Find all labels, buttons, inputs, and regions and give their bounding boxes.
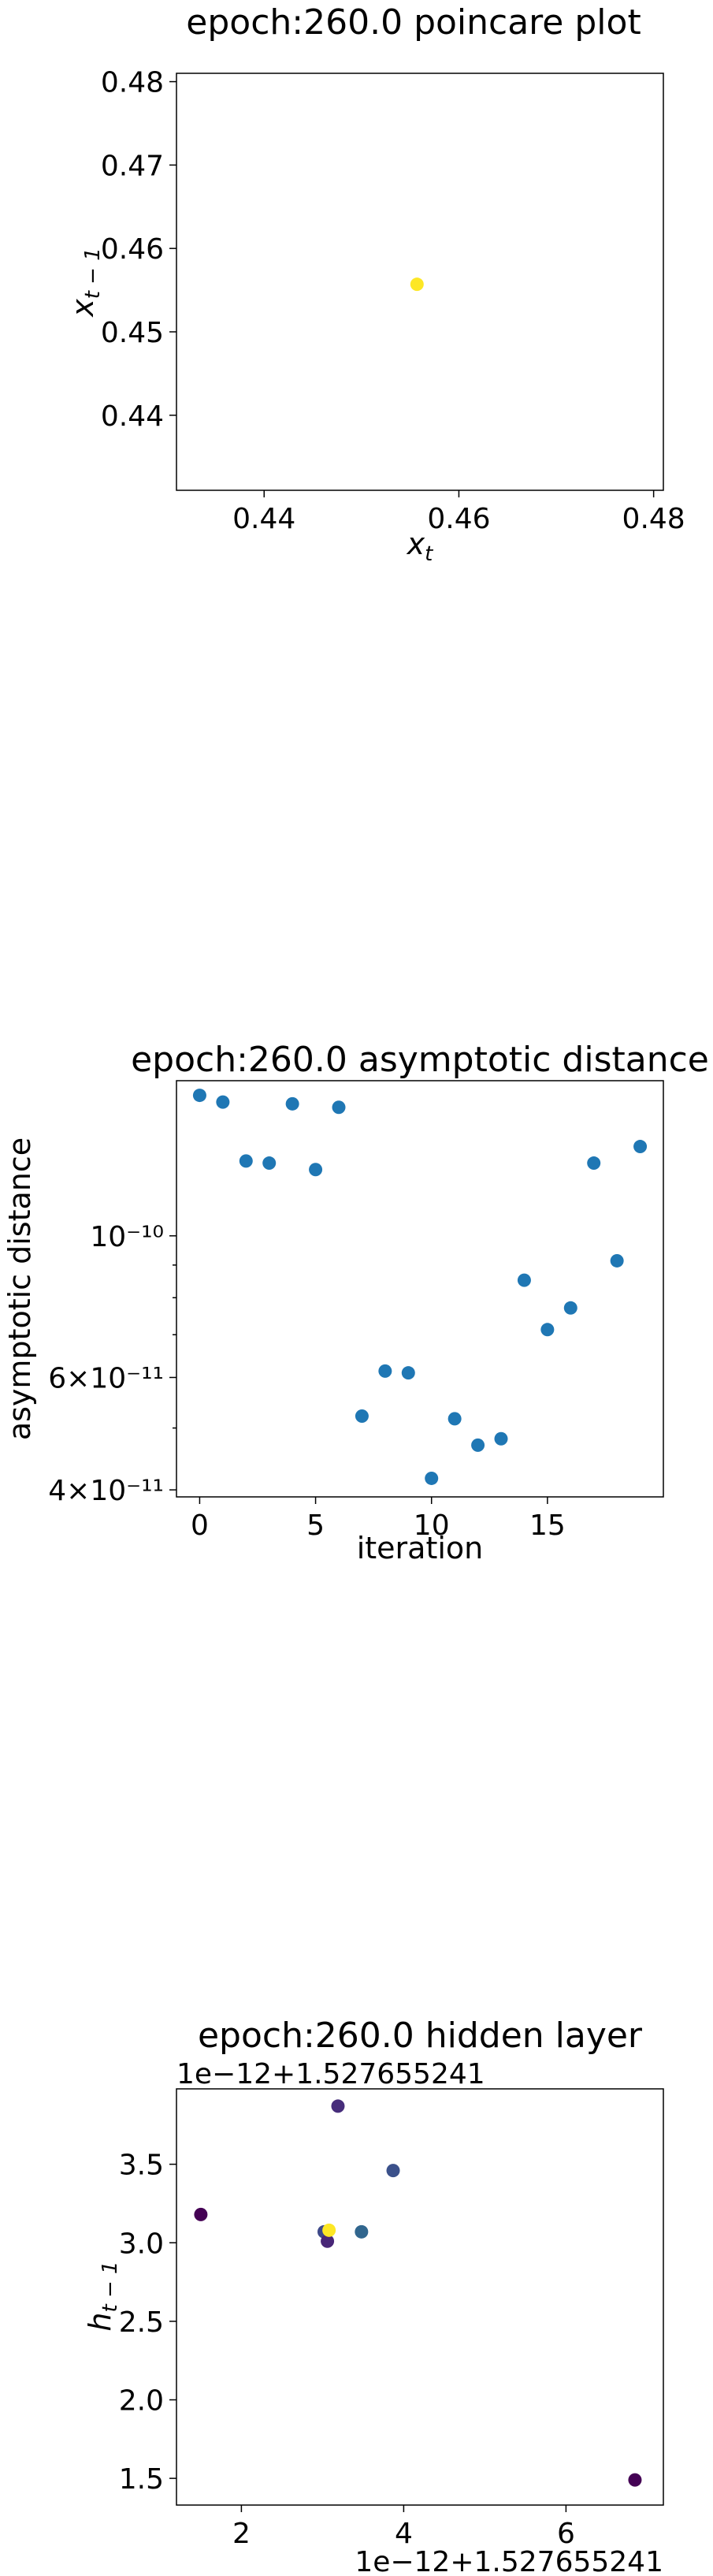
hidden-layer-title: epoch:260.0 hidden layer	[198, 2016, 643, 2056]
data-point	[331, 2099, 345, 2113]
x-tick-label: 0.46	[427, 503, 490, 535]
data-point	[322, 2223, 336, 2237]
x-tick-label: 0.44	[232, 503, 295, 535]
data-point	[355, 2224, 369, 2239]
data-point	[355, 1409, 369, 1423]
poincare-points	[410, 277, 424, 292]
y-tick-label: 3.0	[119, 2228, 164, 2260]
asymptotic-distance-chart: epoch:260.0 asymptotic distance 0 5 10 15 4…	[2, 1040, 709, 1565]
data-point	[633, 1140, 648, 1154]
data-point	[262, 1156, 277, 1171]
data-point	[321, 2234, 335, 2248]
y-tick-label: 4×10⁻¹¹	[48, 1475, 164, 1507]
asymptotic-plot-frame	[176, 1080, 664, 1498]
y-tick-label: 10⁻¹⁰	[90, 1221, 164, 1253]
data-point	[332, 1100, 346, 1115]
data-point	[471, 1438, 485, 1452]
data-point	[447, 1412, 462, 1426]
hidden-layer-chart: epoch:260.0 hidden layer 1e−12+1.5276552…	[83, 2016, 664, 2576]
data-point	[563, 1301, 577, 1315]
y-tick-label: 1.5	[119, 2463, 164, 2496]
x-tick-label: 6	[557, 2518, 575, 2550]
y-tick-label: 2.0	[119, 2385, 164, 2418]
data-point	[194, 2207, 208, 2221]
x-tick-label: 5	[306, 1509, 325, 1542]
poincare-y-ticks: 0.44 0.45 0.46 0.47 0.48	[101, 67, 176, 433]
y-tick-label: 0.45	[101, 317, 164, 349]
data-point	[401, 1366, 415, 1380]
data-point	[192, 1089, 206, 1103]
x-tick-label: 0.48	[622, 503, 685, 535]
asymptotic-x-axis-label: iteration	[357, 1531, 484, 1565]
hidden-layer-points	[194, 2099, 642, 2487]
data-point	[540, 1323, 555, 1337]
hidden-layer-y-axis-label: ht − 1	[83, 2261, 122, 2331]
poincare-x-ticks: 0.44 0.46 0.48	[232, 490, 685, 535]
asymptotic-y-axis-label: asymptotic distance	[2, 1137, 37, 1440]
y-tick-label: 3.5	[119, 2150, 164, 2182]
poincare-x-axis-label: xt	[407, 527, 434, 566]
poincare-chart: epoch:260.0 poincare plot 0.44 0.46 0.48 0…	[65, 2, 685, 566]
hidden-layer-x-offset-text: 1e−12+1.527655241	[355, 2546, 663, 2576]
y-tick-label: 0.46	[101, 233, 164, 266]
poincare-y-axis-label: xt − 1	[65, 248, 105, 318]
asymptotic-x-ticks: 0 5 10 15	[191, 1497, 566, 1542]
data-point	[494, 1431, 508, 1446]
data-point	[285, 1096, 299, 1111]
y-tick-label: 2.5	[119, 2306, 164, 2339]
y-tick-label: 0.44	[101, 400, 164, 433]
data-point	[410, 277, 424, 292]
hidden-layer-plot-frame	[176, 2088, 664, 2506]
data-point	[587, 1156, 601, 1171]
y-tick-label: 0.47	[101, 150, 164, 182]
x-tick-label: 4	[395, 2518, 413, 2550]
poincare-title: epoch:260.0 poincare plot	[186, 2, 641, 43]
asymptotic-y-ticks: 4×10⁻¹¹ 6×10⁻¹¹ 10⁻¹⁰	[48, 1221, 176, 1507]
x-tick-label: 0	[191, 1509, 209, 1542]
data-point	[386, 2164, 400, 2178]
data-point	[425, 1471, 439, 1485]
data-point	[239, 1154, 253, 1168]
x-tick-label: 10	[414, 1509, 450, 1542]
data-point	[628, 2473, 642, 2487]
y-tick-label: 0.48	[101, 67, 164, 99]
data-point	[517, 1273, 531, 1287]
x-tick-label: 15	[529, 1509, 566, 1542]
data-point	[216, 1095, 230, 1109]
y-tick-label: 6×10⁻¹¹	[48, 1362, 164, 1394]
hidden-layer-x-ticks: 2 4 6	[232, 2505, 575, 2550]
hidden-layer-y-offset-text: 1e−12+1.527655241	[176, 2058, 485, 2090]
hidden-layer-y-ticks: 1.5 2.0 2.5 3.0 3.5	[119, 2150, 176, 2496]
data-point	[378, 1364, 392, 1378]
x-tick-label: 2	[232, 2518, 251, 2550]
data-point	[309, 1163, 323, 1177]
data-point	[610, 1253, 624, 1268]
asymptotic-points	[192, 1089, 648, 1485]
asymptotic-title: epoch:260.0 asymptotic distance	[131, 1040, 709, 1080]
poincare-plot-frame	[176, 73, 664, 491]
